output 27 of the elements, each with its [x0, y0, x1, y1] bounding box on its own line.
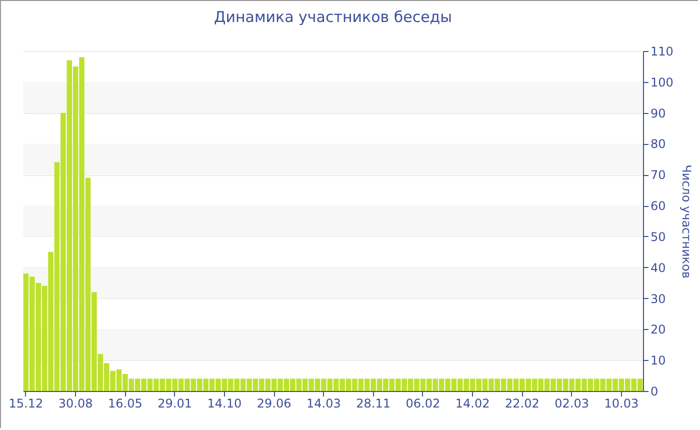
- y-tick-label: 60: [650, 199, 666, 214]
- y-tick-label: 100: [650, 75, 674, 90]
- x-tick-label: 14.02: [455, 396, 490, 410]
- x-tick-label: 22.02: [505, 396, 540, 410]
- x-tick-label: 16.05: [108, 396, 142, 410]
- x-tick-label: 29.01: [158, 396, 192, 410]
- y-axis-title: Число участников: [679, 164, 694, 278]
- x-tick-label: 15.12: [8, 396, 44, 410]
- y-tick-label: 40: [650, 260, 666, 275]
- y-tick-label: 10: [650, 354, 666, 368]
- y-tick-label: 70: [650, 168, 666, 182]
- x-tick-label: 02.03: [554, 396, 589, 410]
- y-tick-label: 50: [650, 230, 666, 244]
- x-tick-label: 14.03: [306, 396, 341, 410]
- y-tick-label: 110: [650, 44, 674, 58]
- x-tick-label: 14.10: [207, 396, 242, 410]
- x-tick-label: 28.11: [356, 396, 390, 410]
- x-tick-label: 30.08: [58, 396, 93, 410]
- y-tick-label: 20: [650, 322, 666, 337]
- y-tick-label: 80: [650, 137, 666, 152]
- x-tick-label: 10.03: [604, 396, 639, 410]
- chart-title: Динамика участников беседы: [214, 8, 452, 26]
- y-tick-label: 90: [650, 106, 666, 120]
- y-tick-label: 30: [650, 292, 666, 306]
- y-tick-label: 0: [650, 384, 658, 398]
- x-tick-label: 06.02: [406, 396, 440, 410]
- x-tick-label: 29.06: [256, 396, 292, 410]
